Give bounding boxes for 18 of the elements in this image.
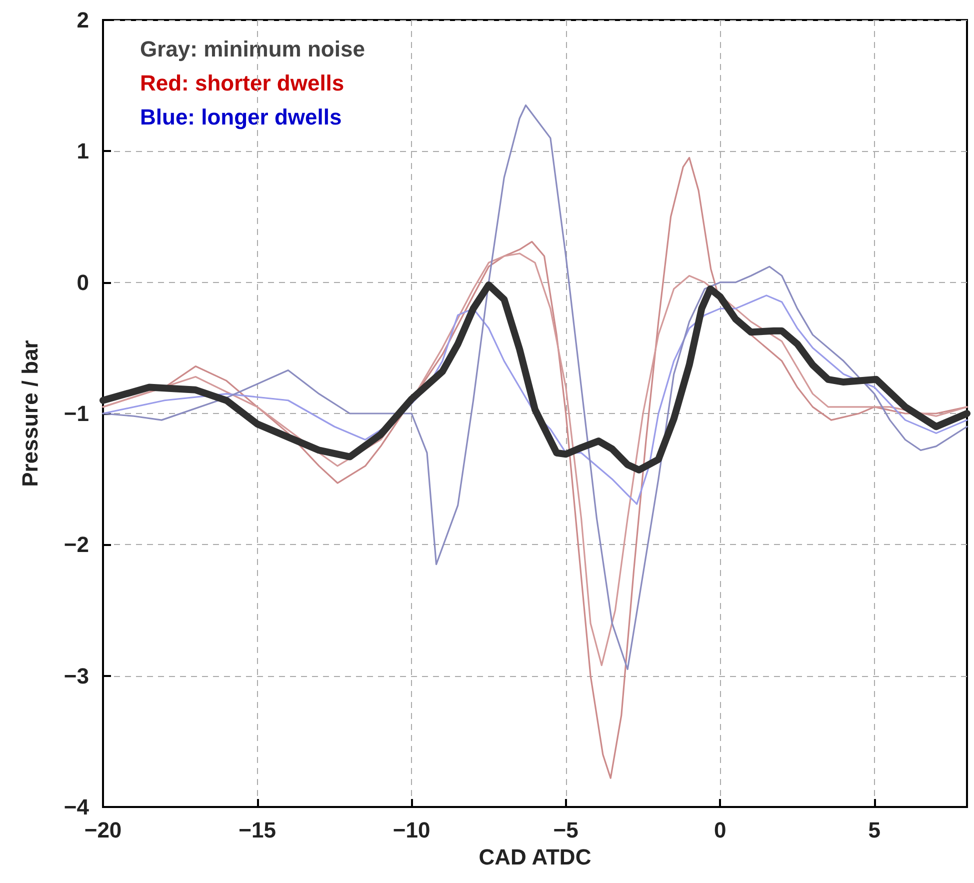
y-tick-label: −1 [64,401,89,426]
x-tick-label: −10 [392,818,430,842]
x-tick-label: 0 [714,818,726,842]
y-axis-title: Pressure / bar [18,340,42,487]
y-tick-label: −2 [64,532,89,558]
y-tick-label: −4 [64,794,90,820]
annotation: Blue: longer dwells [140,104,342,130]
y-tick-label: 1 [76,138,89,164]
annotation: Red: shorter dwells [140,70,344,96]
x-tick-label: −15 [238,818,276,842]
x-tick-label: −5 [553,818,578,842]
x-axis-title: CAD ATDC [478,844,592,870]
x-tick-label: 5 [868,818,881,842]
annotation: Gray: minimum noise [140,36,365,62]
y-tick-label: −3 [64,663,89,688]
y-tick-label: 0 [76,270,89,295]
y-tick-label: 2 [76,8,89,32]
x-tick-label: −20 [84,818,122,842]
